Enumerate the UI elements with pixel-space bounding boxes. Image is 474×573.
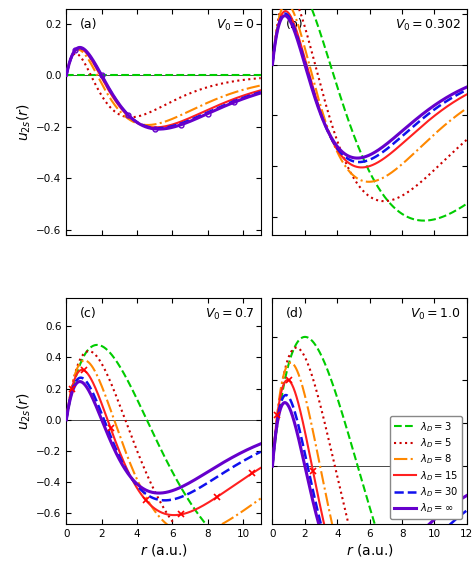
Text: $V_0=1.0$: $V_0=1.0$ [410, 307, 461, 322]
X-axis label: $r$ (a.u.): $r$ (a.u.) [140, 542, 188, 558]
Text: $V_0=0$: $V_0=0$ [216, 18, 255, 33]
Text: (d): (d) [286, 307, 304, 320]
Text: (b): (b) [286, 18, 304, 30]
Y-axis label: $u_{2s}(r)$: $u_{2s}(r)$ [16, 393, 34, 430]
Legend: $\lambda_D=3$, $\lambda_D=5$, $\lambda_D=8$, $\lambda_D=15$, $\lambda_D=30$, $\l: $\lambda_D=3$, $\lambda_D=5$, $\lambda_D… [390, 416, 462, 519]
Text: (c): (c) [80, 307, 97, 320]
Text: $V_0=0.7$: $V_0=0.7$ [205, 307, 255, 322]
Text: (a): (a) [80, 18, 98, 30]
Y-axis label: $u_{2s}(r)$: $u_{2s}(r)$ [16, 103, 34, 140]
Text: $V_0=0.302$: $V_0=0.302$ [395, 18, 461, 33]
X-axis label: $r$ (a.u.): $r$ (a.u.) [346, 542, 393, 558]
